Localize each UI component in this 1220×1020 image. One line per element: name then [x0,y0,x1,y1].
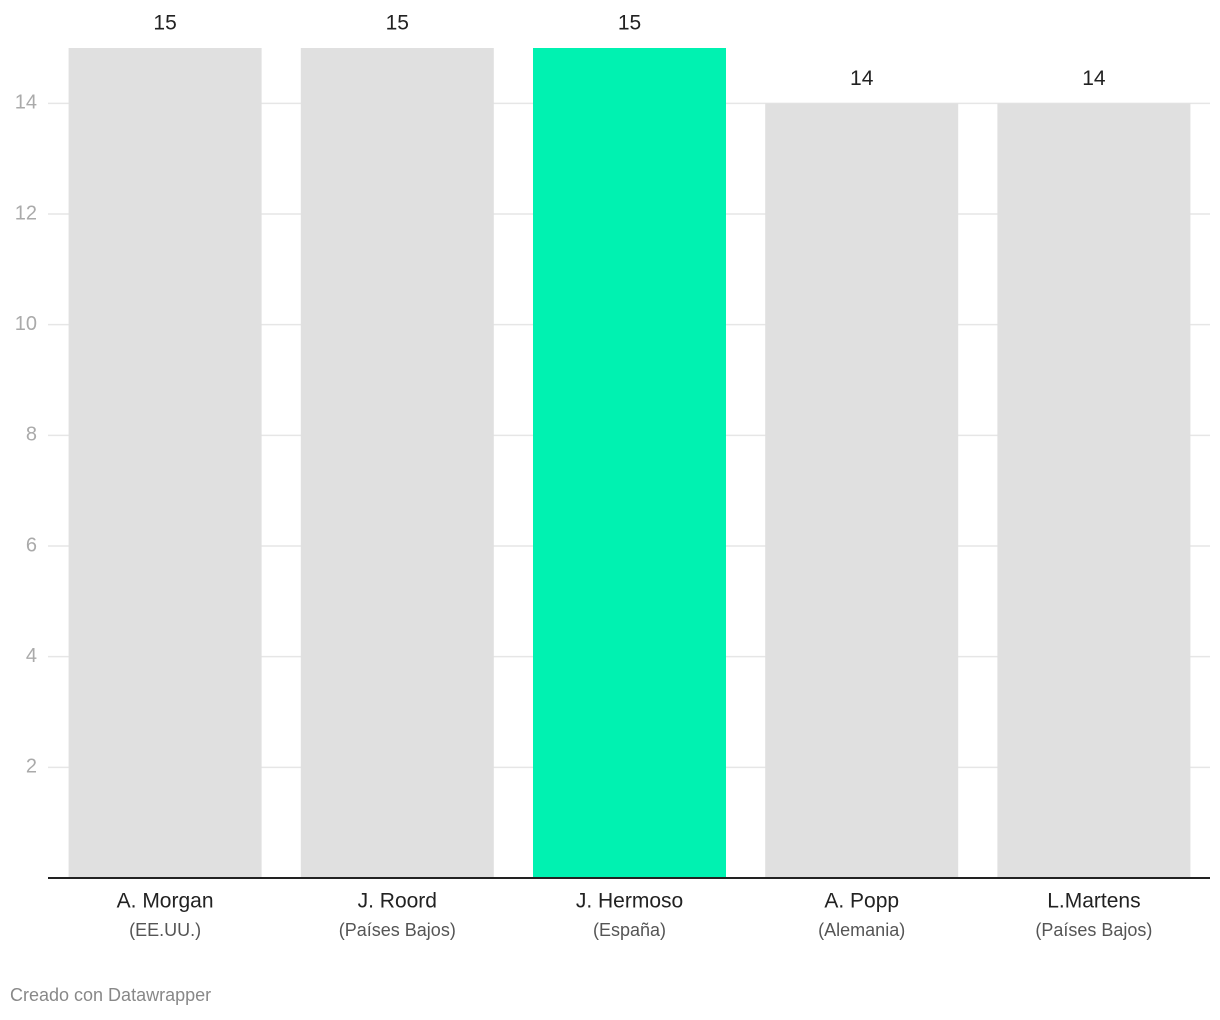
x-tick-label: J. Roord [358,890,437,913]
footer: Creado con Datawrapper [10,985,211,1005]
value-label: 15 [153,12,176,35]
bar [533,48,726,878]
value-label: 14 [850,67,874,90]
y-tick-label: 4 [26,645,37,667]
x-tick-sublabel: (Alemania) [818,920,905,940]
value-label: 14 [1082,67,1106,90]
bar [765,103,959,879]
x-tick-label: A. Popp [824,890,899,913]
y-tick-label: 6 [26,534,37,556]
y-tick-label: 2 [26,756,37,778]
x-tick-sublabel: (Países Bajos) [1035,920,1152,940]
bar [68,48,262,878]
value-label: 15 [618,12,641,35]
x-tick-label: J. Hermoso [576,890,683,913]
y-tick-label: 10 [15,313,37,335]
x-tick-sublabel: (EE.UU.) [129,920,201,940]
x-tick-sublabel: (Países Bajos) [339,920,456,940]
value-label: 15 [386,12,409,35]
y-tick-label: 14 [15,92,37,114]
x-tick-label: L.Martens [1047,890,1140,913]
x-tick-sublabel: (España) [593,920,666,940]
bar [300,48,494,878]
y-tick-label: 8 [26,424,37,446]
x-tick-label: A. Morgan [117,890,214,913]
y-tick-label: 12 [15,202,37,224]
bar [997,103,1191,879]
